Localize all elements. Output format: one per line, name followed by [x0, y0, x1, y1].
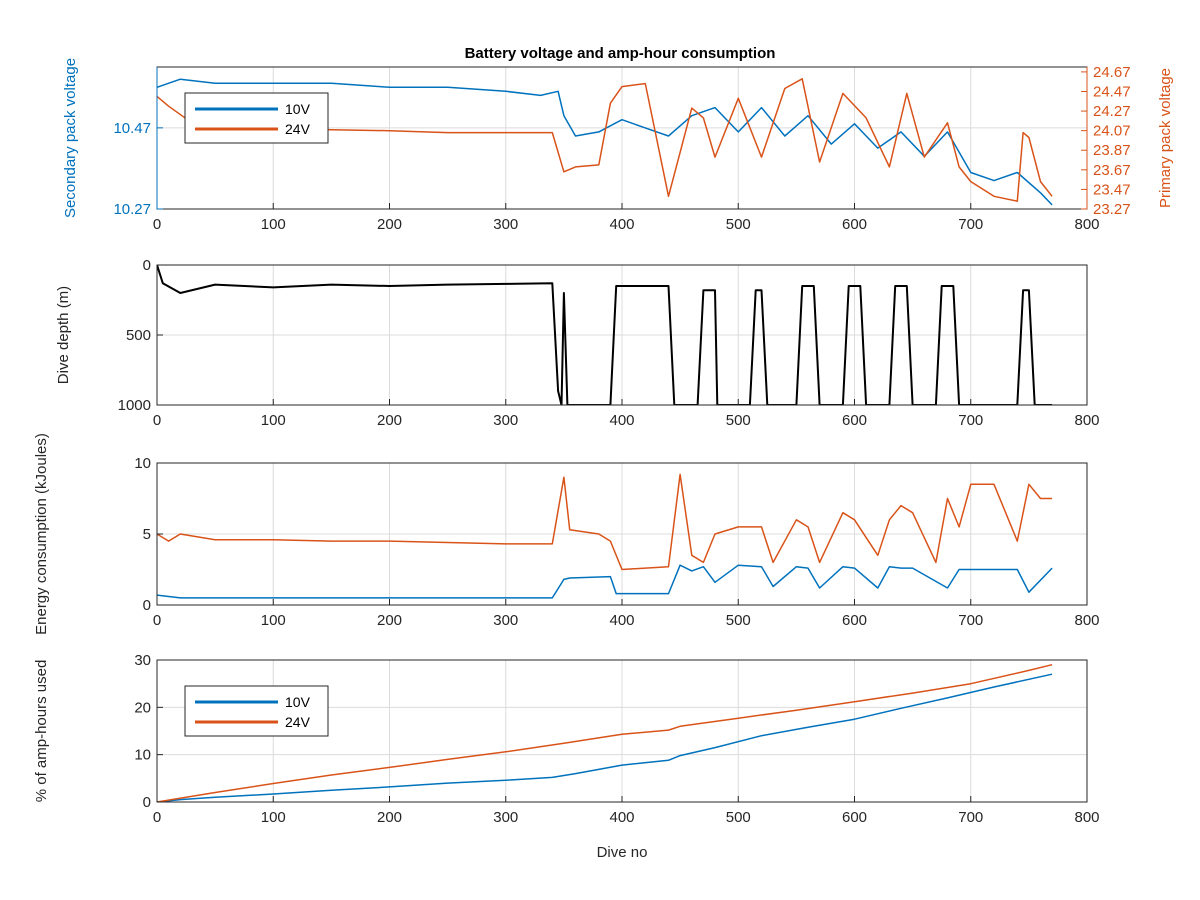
- y-right-tick-label: 24.27: [1093, 103, 1131, 120]
- y-right-tick-label: 23.27: [1093, 201, 1131, 218]
- y-tick-label: 0: [143, 597, 151, 614]
- y-tick-label: 10: [134, 455, 151, 472]
- x-tick-label: 600: [842, 412, 867, 429]
- x-tick-label: 200: [377, 216, 402, 233]
- x-tick-label: 100: [261, 809, 286, 826]
- y-right-tick-label: 24.67: [1093, 64, 1131, 81]
- x-tick-label: 600: [842, 612, 867, 629]
- series-line-10v: [157, 564, 1053, 599]
- x-tick-label: 0: [153, 809, 161, 826]
- series-line-depth: [157, 265, 1053, 405]
- y-tick-label: 500: [126, 327, 151, 344]
- x-tick-label: 100: [261, 216, 286, 233]
- x-tick-label: 700: [958, 612, 983, 629]
- y-right-tick-label: 23.67: [1093, 162, 1131, 179]
- x-axis-label: Dive no: [597, 844, 648, 861]
- x-tick-label: 500: [726, 612, 751, 629]
- y-tick-label: 30: [134, 652, 151, 669]
- x-tick-label: 300: [493, 412, 518, 429]
- amphours-panel: 0 100 200 300 400 500 600 700 800 0 10 20 30 % of amp…: [33, 652, 1100, 861]
- y-tick-label: 1000: [118, 397, 151, 414]
- x-tick-label: 100: [261, 412, 286, 429]
- legend-box: [184, 92, 329, 144]
- y-tick-label: 5: [143, 526, 151, 543]
- y-tick-label: 10.27: [113, 201, 151, 218]
- x-tick-label: 200: [377, 612, 402, 629]
- x-tick-label: 200: [377, 412, 402, 429]
- x-tick-label: 500: [726, 216, 751, 233]
- x-tick-label: 800: [1074, 216, 1099, 233]
- x-tick-label: 800: [1074, 809, 1099, 826]
- x-tick-label: 300: [493, 612, 518, 629]
- x-tick-label: 700: [958, 216, 983, 233]
- x-tick-label: 600: [842, 216, 867, 233]
- y-axis-label: Dive depth (m): [55, 286, 72, 384]
- x-tick-label: 500: [726, 809, 751, 826]
- y-right-tick-label: 24.07: [1093, 123, 1131, 140]
- legend-label-10v: 10V: [285, 101, 311, 117]
- y-right-axis-label: Primary pack voltage: [1157, 68, 1174, 208]
- y-axis-label: Energy consumption (kJoules): [33, 433, 50, 635]
- y-tick-label: 10.47: [113, 120, 151, 137]
- x-tick-label: 400: [609, 809, 634, 826]
- x-tick-label: 500: [726, 412, 751, 429]
- y-tick-label: 0: [143, 257, 151, 274]
- series-line-24v: [157, 78, 1053, 202]
- x-tick-label: 400: [609, 412, 634, 429]
- x-tick-label: 0: [153, 216, 161, 233]
- voltage-panel: 0 100 200 300 400 500 600 700 800 10.27 10.47 23.27…: [62, 58, 1174, 233]
- y-right-tick-label: 24.47: [1093, 83, 1131, 100]
- y-right-tick-label: 23.87: [1093, 142, 1131, 159]
- x-tick-label: 0: [153, 412, 161, 429]
- x-tick-label: 300: [493, 216, 518, 233]
- x-tick-label: 700: [958, 809, 983, 826]
- energy-panel: 0 100 200 300 400 500 600 700 800 0 5 10 Energy cons…: [33, 433, 1100, 635]
- x-tick-label: 100: [261, 612, 286, 629]
- x-tick-label: 700: [958, 412, 983, 429]
- x-tick-label: 800: [1074, 412, 1099, 429]
- series-line-24v: [157, 663, 1053, 802]
- legend-label-24v: 24V: [285, 121, 311, 137]
- y-right-tick-label: 23.47: [1093, 181, 1131, 198]
- x-tick-label: 600: [842, 809, 867, 826]
- legend-label-10v: 10V: [285, 694, 311, 710]
- y-tick-label: 20: [134, 699, 151, 716]
- y-tick-label: 0: [143, 794, 151, 811]
- legend-label-24v: 24V: [285, 714, 311, 730]
- series-line-24v: [157, 473, 1053, 571]
- y-axis-label: Secondary pack voltage: [62, 58, 79, 218]
- x-tick-label: 800: [1074, 612, 1099, 629]
- y-axis-label: % of amp-hours used: [33, 660, 50, 803]
- x-tick-label: 200: [377, 809, 402, 826]
- legend-box: [184, 685, 329, 737]
- depth-panel: 0 100 200 300 400 500 600 700 800 0 500 1000 Dive de…: [55, 257, 1100, 429]
- series-line-10v: [157, 673, 1053, 802]
- x-tick-label: 300: [493, 809, 518, 826]
- x-tick-label: 0: [153, 612, 161, 629]
- y-tick-label: 10: [134, 747, 151, 764]
- x-tick-label: 400: [609, 612, 634, 629]
- x-tick-label: 400: [609, 216, 634, 233]
- series-line-10v: [157, 78, 1053, 206]
- figure-title: Battery voltage and amp-hour consumption: [465, 45, 776, 62]
